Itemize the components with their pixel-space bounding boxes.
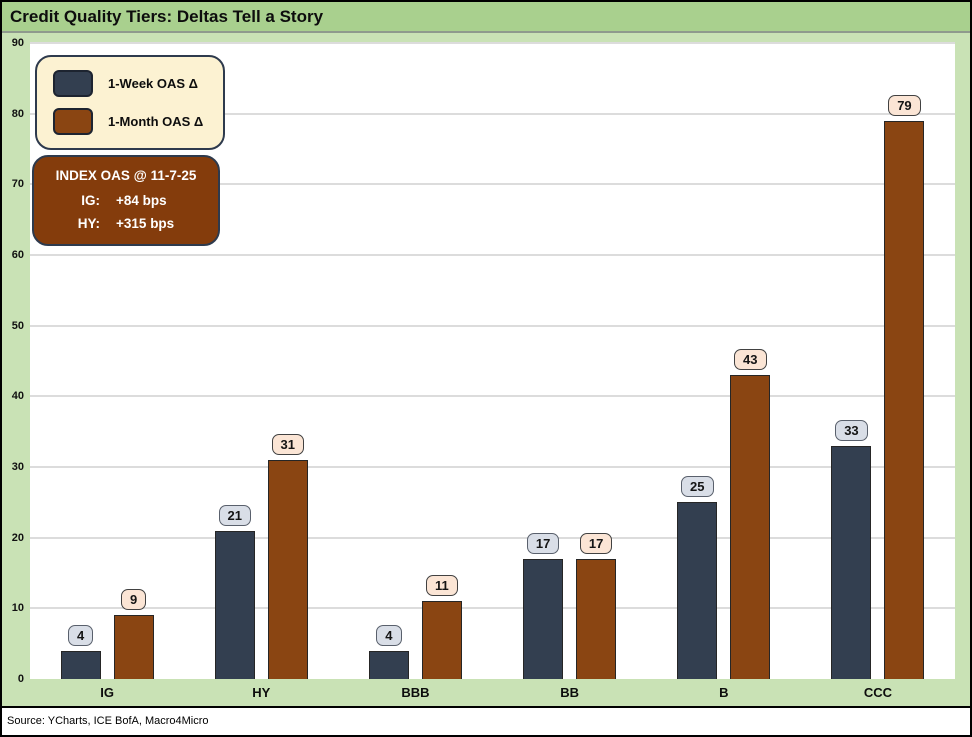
legend-label: 1-Week OAS Δ bbox=[108, 76, 199, 91]
y-tick-label: 40 bbox=[11, 390, 24, 403]
bar-with-label: 25 bbox=[677, 476, 718, 679]
legend-swatch bbox=[53, 108, 93, 135]
infobox-row-label: IG: bbox=[81, 193, 101, 208]
gridline bbox=[30, 607, 955, 610]
bar bbox=[677, 502, 718, 679]
legend-swatch bbox=[53, 70, 93, 97]
infobox-title: INDEX OAS @ 11-7-25 bbox=[55, 168, 197, 183]
bar-group: 33 79 bbox=[801, 94, 955, 679]
gridline bbox=[30, 395, 955, 398]
bar bbox=[730, 375, 771, 679]
legend-label: 1-Month OAS Δ bbox=[108, 114, 204, 129]
page-title: Credit Quality Tiers: Deltas Tell a Stor… bbox=[10, 6, 324, 26]
bar-value-label: 79 bbox=[888, 94, 921, 116]
gridline bbox=[30, 254, 955, 256]
gridline bbox=[30, 112, 955, 115]
bar-with-label: 21 bbox=[214, 504, 255, 679]
infobox-row-label: HY: bbox=[77, 216, 101, 231]
bar-value-label: 9 bbox=[120, 589, 147, 611]
bar-with-label: 9 bbox=[113, 589, 154, 679]
y-axis: 0 10 20 30 40 50 60 70 80 90 bbox=[2, 37, 26, 685]
legend-row: 1-Month OAS Δ bbox=[53, 108, 207, 135]
bar bbox=[831, 445, 872, 679]
source-text: Source: YCharts, ICE BofA, Macro4Micro bbox=[7, 714, 209, 727]
bar-with-label: 4 bbox=[368, 624, 409, 679]
bar-with-label: 33 bbox=[831, 419, 872, 679]
chart-area: 0 10 20 30 40 50 60 70 80 90 4 9 21 31 4 11 17 17 25 43 33 7… bbox=[2, 33, 970, 706]
x-category-label: IG bbox=[100, 685, 114, 700]
infobox-row-value: +84 bps bbox=[116, 193, 167, 208]
x-category-label: BB bbox=[560, 685, 579, 700]
x-category-label: CCC bbox=[863, 685, 893, 700]
bar-groups: 4 9 21 31 4 11 17 17 25 43 33 79 bbox=[30, 43, 955, 679]
bar-group: 21 31 bbox=[184, 433, 338, 679]
bar bbox=[113, 615, 154, 679]
bar-value-label: 17 bbox=[579, 532, 613, 554]
y-tick-label: 0 bbox=[17, 673, 24, 685]
bar-value-label: 4 bbox=[67, 624, 94, 646]
gridline bbox=[30, 183, 955, 186]
x-axis: IG HY BBB BB B CCC bbox=[30, 679, 955, 706]
y-tick-label: 20 bbox=[11, 531, 24, 544]
bar bbox=[884, 120, 925, 679]
y-tick-label: 10 bbox=[11, 602, 24, 615]
x-category-label: BBB bbox=[401, 685, 430, 700]
y-tick-label: 60 bbox=[11, 249, 24, 261]
bar-value-label: 43 bbox=[734, 349, 767, 371]
y-tick-label: 70 bbox=[11, 178, 24, 191]
bar-with-label: 4 bbox=[60, 624, 101, 679]
bar-group: 17 17 bbox=[493, 532, 647, 679]
bar bbox=[523, 558, 564, 679]
y-tick-label: 90 bbox=[11, 37, 24, 49]
infobox-row-value: +315 bps bbox=[116, 216, 175, 231]
bar-value-label: 33 bbox=[835, 419, 868, 441]
bar bbox=[214, 530, 255, 679]
bar-group: 4 11 bbox=[338, 575, 492, 679]
gridline bbox=[30, 466, 955, 468]
bar-value-label: 4 bbox=[376, 624, 402, 646]
bar bbox=[267, 459, 308, 679]
gridline bbox=[30, 324, 955, 327]
bar-with-label: 31 bbox=[267, 433, 308, 679]
source-bar: Source: YCharts, ICE BofA, Macro4Micro bbox=[2, 706, 970, 733]
y-tick-label: 50 bbox=[11, 319, 24, 332]
bar-value-label: 31 bbox=[271, 433, 304, 455]
bar bbox=[60, 650, 101, 679]
infobox-rows: IG: +84 bps HY: +315 bps bbox=[42, 193, 210, 231]
bar-with-label: 79 bbox=[884, 94, 925, 679]
bar-with-label: 17 bbox=[523, 532, 564, 679]
bar bbox=[576, 558, 617, 679]
plot-area: 4 9 21 31 4 11 17 17 25 43 33 79 1-Week OAS Δ 1-Mont… bbox=[30, 42, 955, 679]
bar-value-label: 11 bbox=[426, 575, 458, 597]
y-tick-label: 30 bbox=[11, 461, 24, 473]
x-category-label: B bbox=[719, 685, 729, 700]
bar-value-label: 25 bbox=[681, 476, 714, 498]
gridline bbox=[30, 42, 955, 44]
bar-value-label: 17 bbox=[526, 532, 560, 554]
legend-box: 1-Week OAS Δ 1-Month OAS Δ bbox=[35, 55, 225, 150]
index-oas-infobox: INDEX OAS @ 11-7-25 IG: +84 bps HY: +315 bp… bbox=[32, 155, 220, 246]
gridline bbox=[30, 536, 955, 539]
x-category-label: HY bbox=[252, 685, 271, 700]
bar-with-label: 43 bbox=[730, 349, 771, 679]
bar bbox=[421, 601, 462, 679]
bar-value-label: 21 bbox=[218, 504, 251, 526]
legend-row: 1-Week OAS Δ bbox=[53, 70, 207, 97]
bar-with-label: 17 bbox=[576, 532, 617, 679]
bar-with-label: 11 bbox=[421, 575, 462, 679]
title-bar: Credit Quality Tiers: Deltas Tell a Stor… bbox=[2, 2, 970, 33]
y-tick-label: 80 bbox=[11, 107, 24, 120]
bar bbox=[368, 650, 409, 679]
bar-group: 25 43 bbox=[647, 349, 801, 679]
